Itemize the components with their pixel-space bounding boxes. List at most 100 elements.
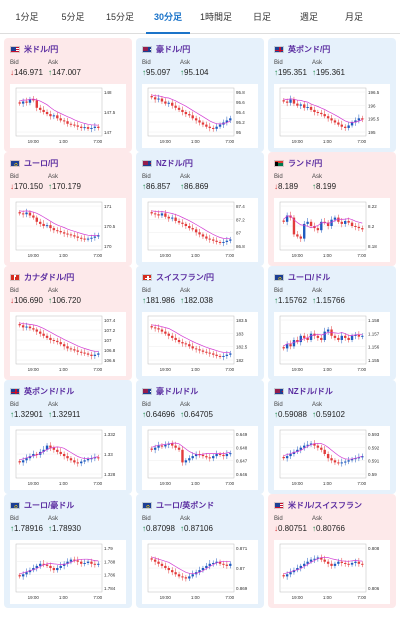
candle-body: [25, 101, 28, 103]
currency-pair-name: ランド/円: [288, 158, 323, 168]
ask-price: 182.038: [184, 296, 213, 305]
currency-pair-link[interactable]: 英ポンド/円: [274, 43, 330, 55]
mini-chart[interactable]: 0.649 0.648 0.647 0.646 19:00 1:00 7:00: [142, 426, 258, 490]
currency-pair-link[interactable]: 英ポンド/ドル: [10, 385, 74, 397]
candle-body: [42, 449, 45, 452]
mini-chart[interactable]: 148 147.5 147 19:00 1:00 7:00: [10, 84, 126, 148]
rate-card[interactable]: 米ドル/スイスフラン Bid Ask ↓0.80751 ↑0.80766 0.808 0.8…: [268, 494, 396, 608]
x-tick-label: 1:00: [59, 253, 68, 258]
candle-body: [153, 97, 157, 100]
currency-pair-link[interactable]: ユーロ/英ポンド: [142, 499, 214, 511]
y-tick-label: 183: [236, 331, 244, 336]
candle-body: [354, 561, 357, 563]
rate-card[interactable]: ランド/円 Bid Ask ↓8.189 ↑8.199 8.22 8.2 8.18 19:00 1…: [268, 152, 396, 266]
tab-1h[interactable]: 1時間足: [199, 12, 232, 22]
currency-pair-link[interactable]: ユーロ/円: [10, 157, 58, 169]
candle-body: [229, 118, 232, 121]
currency-pair-link[interactable]: NZドル/円: [142, 157, 193, 169]
candle-body: [25, 572, 28, 575]
candle-body: [222, 454, 225, 457]
candle-body: [306, 221, 309, 224]
currency-pair-link[interactable]: カナダドル/円: [10, 271, 74, 283]
currency-pair-link[interactable]: スイスフラン/円: [142, 271, 214, 283]
rate-card[interactable]: NZドル/円 Bid Ask ↑86.857 ↑86.869 87.4 87.2 87 86.8…: [136, 152, 264, 266]
mini-chart[interactable]: 183.5 183 182.5 182 19:00 1:00 7:00: [142, 312, 258, 376]
mini-chart[interactable]: 196.5 196 195.5 195 19:00 1:00 7:00: [274, 84, 390, 148]
mini-chart[interactable]: 107.4 107.2 107 106.8 106.6 19:00 1:00 7:00: [10, 312, 126, 376]
tab-15m[interactable]: 15分足: [105, 12, 134, 22]
candle-body: [285, 344, 289, 349]
tab-monthly[interactable]: 月足: [344, 12, 363, 22]
rate-card[interactable]: 英ポンド/円 Bid Ask ↑195.351 ↑195.361 196.5 196 195.…: [268, 38, 396, 152]
mini-chart[interactable]: 1.332 1.33 1.328 19:00 1:00 7:00: [10, 426, 126, 490]
candle-body: [150, 212, 153, 214]
currency-pair-link[interactable]: ユーロ/ドル: [274, 271, 330, 283]
currency-pair-link[interactable]: 米ドル/円: [10, 43, 58, 55]
candle-body: [222, 241, 225, 243]
mini-chart[interactable]: 0.871 0.87 0.869 19:00 1:00 7:00: [142, 540, 258, 604]
candle-body: [205, 351, 208, 353]
rate-card[interactable]: ユーロ/豪ドル Bid Ask ↑1.78916 ↑1.78930 1.79 1.788 1.…: [4, 494, 132, 608]
rate-card[interactable]: 豪ドル/円 Bid Ask ↑95.097 ↑95.104 95.8 95.6 95.4 95.…: [136, 38, 264, 152]
currency-pair-link[interactable]: NZドル/ドル: [274, 385, 333, 397]
candle-body: [191, 456, 194, 459]
candlestick-chart: 0.808 0.806 19:00 1:00 7:00: [279, 543, 380, 600]
candle-body: [218, 124, 222, 127]
y-tick-label: 1.788: [104, 559, 116, 564]
currency-pair-link[interactable]: ランド/円: [274, 157, 322, 169]
candle-body: [66, 121, 69, 124]
candle-body: [222, 563, 225, 565]
candle-body: [171, 335, 174, 338]
tab-30m[interactable]: 30分足: [146, 0, 190, 34]
candle-body: [56, 568, 59, 571]
tab-5m[interactable]: 5分足: [61, 12, 85, 22]
candle-body: [181, 576, 184, 578]
rate-card[interactable]: ユーロ/英ポンド Bid Ask ↑0.87098 ↑0.87106 0.871 0.87 0…: [136, 494, 264, 608]
candle-body: [181, 109, 184, 112]
candle-body: [320, 337, 323, 340]
candle-body: [25, 212, 28, 215]
rate-card[interactable]: 英ポンド/ドル Bid Ask ↑1.32901 ↑1.32911 1.332 1.33 1.…: [4, 380, 132, 494]
candle-body: [62, 454, 66, 457]
candle-body: [205, 456, 208, 458]
rate-card[interactable]: ユーロ/円 Bid Ask ↓170.150 ↑170.179 171 170.5 170 19…: [4, 152, 132, 266]
rate-card[interactable]: 豪ドル/ドル Bid Ask ↑0.64696 ↑0.64705 0.649 0.648 0.…: [136, 380, 264, 494]
tab-daily[interactable]: 日足: [252, 12, 271, 22]
mini-chart[interactable]: 1.158 1.157 1.156 1.155 19:00 1:00 7:00: [274, 312, 390, 376]
rate-card[interactable]: ユーロ/ドル Bid Ask ↑1.15762 ↑1.15766 1.158 1.157 1.…: [268, 266, 396, 380]
currency-pair-link[interactable]: 豪ドル/円: [142, 43, 190, 55]
mini-chart[interactable]: 0.808 0.806 19:00 1:00 7:00: [274, 540, 390, 604]
moving-average-line: [283, 556, 363, 575]
rate-card[interactable]: スイスフラン/円 Bid Ask ↑181.986 ↑182.038 183.5 183 18…: [136, 266, 264, 380]
candle-body: [194, 118, 198, 121]
candle-body: [18, 575, 21, 577]
candle-body: [212, 127, 215, 129]
bid-label: Bid: [142, 174, 151, 180]
mini-chart[interactable]: 1.79 1.788 1.786 1.784 19:00 1:00 7:00: [10, 540, 126, 604]
candle-body: [215, 126, 218, 129]
rate-card[interactable]: NZドル/ドル Bid Ask ↑0.59088 ↑0.59102 0.593 0.592 0…: [268, 380, 396, 494]
candle-body: [326, 561, 330, 564]
rate-card[interactable]: 米ドル/円 Bid Ask ↓146.971 ↑147.007 148 147.5 147 19…: [4, 38, 132, 152]
rate-card[interactable]: カナダドル/円 Bid Ask ↓106.690 ↑106.720 107.4 107.2 1…: [4, 266, 132, 380]
mini-chart[interactable]: 0.593 0.592 0.591 0.59 19:00 1:00 7:00: [274, 426, 390, 490]
candle-body: [320, 221, 323, 231]
candle-body: [344, 126, 347, 128]
tab-1m[interactable]: 1分足: [15, 12, 39, 22]
candle-body: [97, 353, 100, 355]
candle-body: [306, 561, 309, 564]
candle-body: [32, 215, 35, 218]
candle-body: [347, 337, 350, 340]
currency-pair-link[interactable]: 米ドル/スイスフラン: [274, 499, 362, 511]
currency-pair-link[interactable]: 豪ドル/ドル: [142, 385, 198, 397]
tab-weekly[interactable]: 週足: [299, 12, 318, 22]
y-tick-label: 0.806: [368, 586, 380, 591]
mini-chart[interactable]: 87.4 87.2 87 86.8 19:00 1:00 7:00: [142, 198, 258, 262]
currency-pair-name: カナダドル/円: [24, 272, 75, 282]
y-tick-label: 87.4: [236, 204, 245, 209]
mini-chart[interactable]: 95.8 95.6 95.4 95.2 95 19:00 1:00 7:00: [142, 84, 258, 148]
mini-chart[interactable]: 171 170.5 170 19:00 1:00 7:00: [10, 198, 126, 262]
mini-chart[interactable]: 8.22 8.2 8.18 19:00 1:00 7:00: [274, 198, 390, 262]
ask-label: Ask: [312, 402, 323, 408]
currency-pair-link[interactable]: ユーロ/豪ドル: [10, 499, 74, 511]
